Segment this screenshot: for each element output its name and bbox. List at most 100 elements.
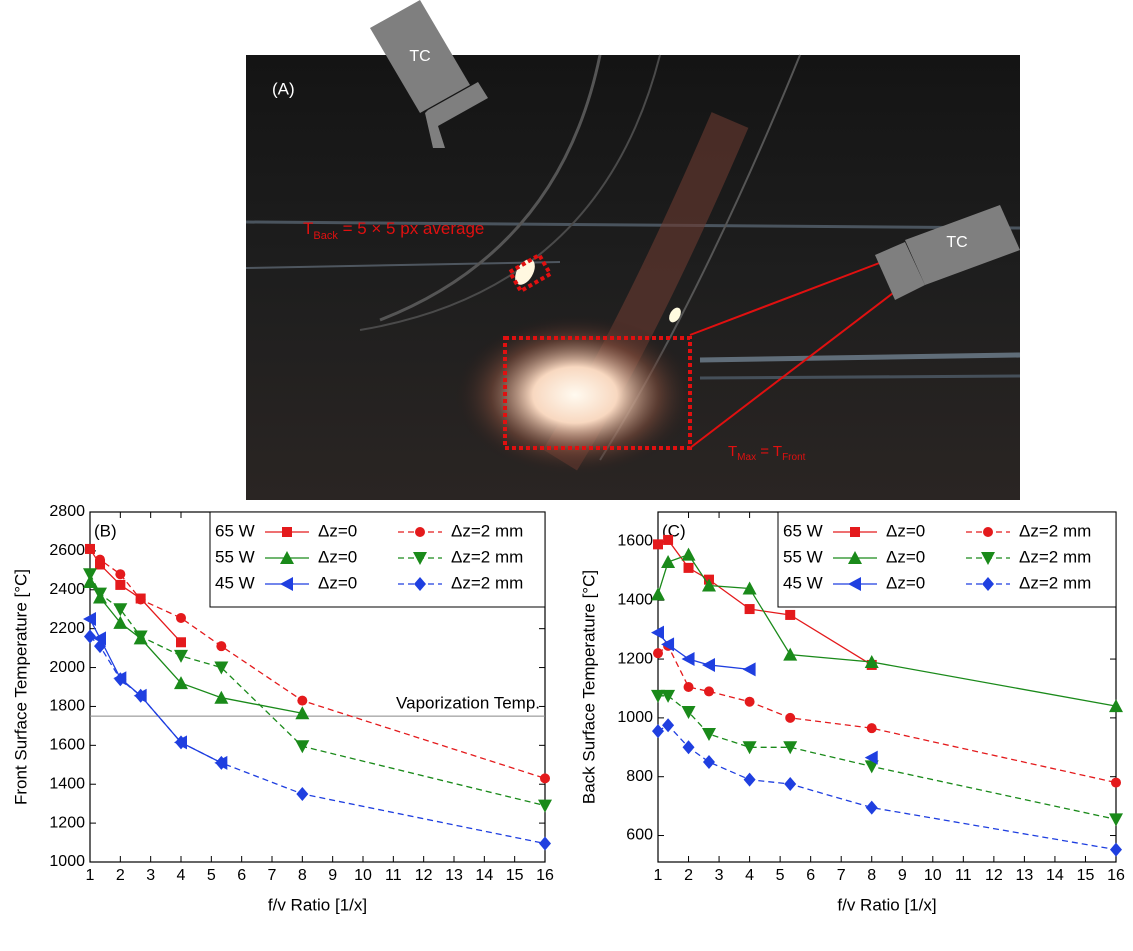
reference-label: Vaporization Temp.	[396, 694, 540, 713]
marker	[865, 800, 878, 815]
y-tick-label: 1800	[49, 698, 85, 715]
marker	[783, 647, 798, 661]
marker	[653, 648, 663, 659]
marker	[84, 629, 96, 644]
marker	[175, 735, 187, 750]
marker	[83, 611, 96, 626]
x-axis-label: f/v Ratio [1/x]	[837, 895, 936, 914]
x-tick-label: 5	[776, 867, 785, 884]
panel-label: (A)	[272, 79, 295, 98]
marker	[850, 527, 860, 537]
photo: TC TC (A) TBack = 5 × 5 px average TMax …	[245, 0, 1021, 500]
panel-label: (B)	[94, 521, 117, 540]
series-line	[658, 695, 1117, 820]
legend-group: 65 W	[215, 521, 255, 540]
x-tick-label: 16	[536, 867, 554, 884]
legend-label: Δz=2 mm	[451, 521, 523, 540]
marker	[983, 527, 993, 537]
marker	[214, 661, 229, 675]
y-tick-label: 800	[626, 768, 653, 785]
x-tick-label: 4	[745, 867, 754, 884]
marker	[134, 688, 147, 703]
t-front-mid: = T	[756, 443, 782, 460]
y-tick-label: 2000	[49, 659, 85, 676]
marker	[113, 603, 128, 617]
legend-label: Δz=0	[318, 547, 357, 566]
marker	[703, 686, 714, 697]
legend-group: 55 W	[783, 547, 823, 566]
marker	[652, 724, 664, 739]
marker	[682, 740, 695, 755]
chart: 1 2 3 4 5 6 7 8 9 10 11 12 13 14 15 1610001200140016001…	[11, 503, 554, 914]
legend-label: Δz=2 mm	[1019, 547, 1091, 566]
marker	[280, 577, 293, 591]
marker	[651, 625, 664, 640]
legend-group: 55 W	[215, 547, 255, 566]
y-tick-label: 1000	[49, 853, 85, 870]
legend-group: 45 W	[783, 573, 823, 592]
marker	[783, 741, 798, 755]
marker	[1109, 813, 1123, 827]
x-tick-label: 13	[445, 867, 463, 884]
marker	[651, 587, 665, 601]
marker	[1111, 777, 1121, 788]
marker	[661, 689, 676, 703]
marker	[296, 786, 309, 801]
marker	[742, 581, 757, 595]
marker	[85, 543, 95, 554]
marker	[701, 578, 716, 592]
x-tick-label: 2	[116, 867, 125, 884]
x-tick-label: 5	[207, 867, 216, 884]
marker	[784, 777, 797, 792]
chart: 1 2 3 4 5 6 7 8 9 10 11 12 13 14 15 1660080010001200140…	[579, 511, 1125, 914]
x-tick-label: 10	[924, 867, 942, 884]
x-tick-label: 6	[806, 867, 815, 884]
marker	[176, 612, 186, 623]
marker	[295, 706, 310, 720]
t-back-rest: = 5 × 5 px average	[338, 219, 485, 238]
marker	[785, 712, 796, 723]
t-back-sub: Back	[313, 230, 338, 242]
marker	[681, 652, 695, 667]
marker	[135, 594, 146, 605]
x-tick-label: 13	[1016, 867, 1034, 884]
y-axis-label: Front Surface Temperature [°C]	[11, 569, 30, 805]
marker	[414, 577, 426, 591]
marker	[848, 577, 861, 591]
y-tick-label: 1200	[617, 650, 653, 667]
x-tick-label: 8	[298, 867, 307, 884]
marker	[742, 741, 757, 755]
x-tick-label: 3	[146, 867, 155, 884]
marker	[742, 662, 756, 677]
marker	[1110, 842, 1122, 857]
x-tick-label: 11	[955, 867, 972, 884]
marker	[701, 728, 716, 742]
x-tick-label: 1	[654, 867, 663, 884]
marker	[214, 690, 229, 704]
legend-label: Δz=2 mm	[1019, 521, 1091, 540]
marker	[215, 755, 228, 770]
legend-label: Δz=2 mm	[451, 573, 523, 592]
tc-label: TC	[946, 234, 967, 251]
marker	[413, 552, 427, 565]
marker	[95, 554, 106, 565]
x-tick-label: 14	[475, 867, 493, 884]
x-tick-label: 3	[715, 867, 724, 884]
x-tick-label: 9	[328, 867, 337, 884]
marker	[681, 547, 696, 561]
t-back-label: TBack = 5 × 5 px average	[303, 219, 484, 241]
legend-label: Δz=0	[318, 521, 357, 540]
x-axis-label: f/v Ratio [1/x]	[268, 895, 367, 914]
series-line	[89, 635, 546, 845]
series-line	[657, 553, 1117, 707]
y-axis-label: Back Surface Temperature [°C]	[579, 570, 598, 804]
marker	[295, 740, 310, 754]
marker	[216, 641, 227, 652]
y-tick-label: 1600	[49, 737, 85, 754]
marker	[115, 569, 126, 580]
marker	[176, 637, 186, 648]
y-tick-label: 1400	[617, 591, 653, 608]
y-tick-label: 2600	[49, 542, 85, 559]
